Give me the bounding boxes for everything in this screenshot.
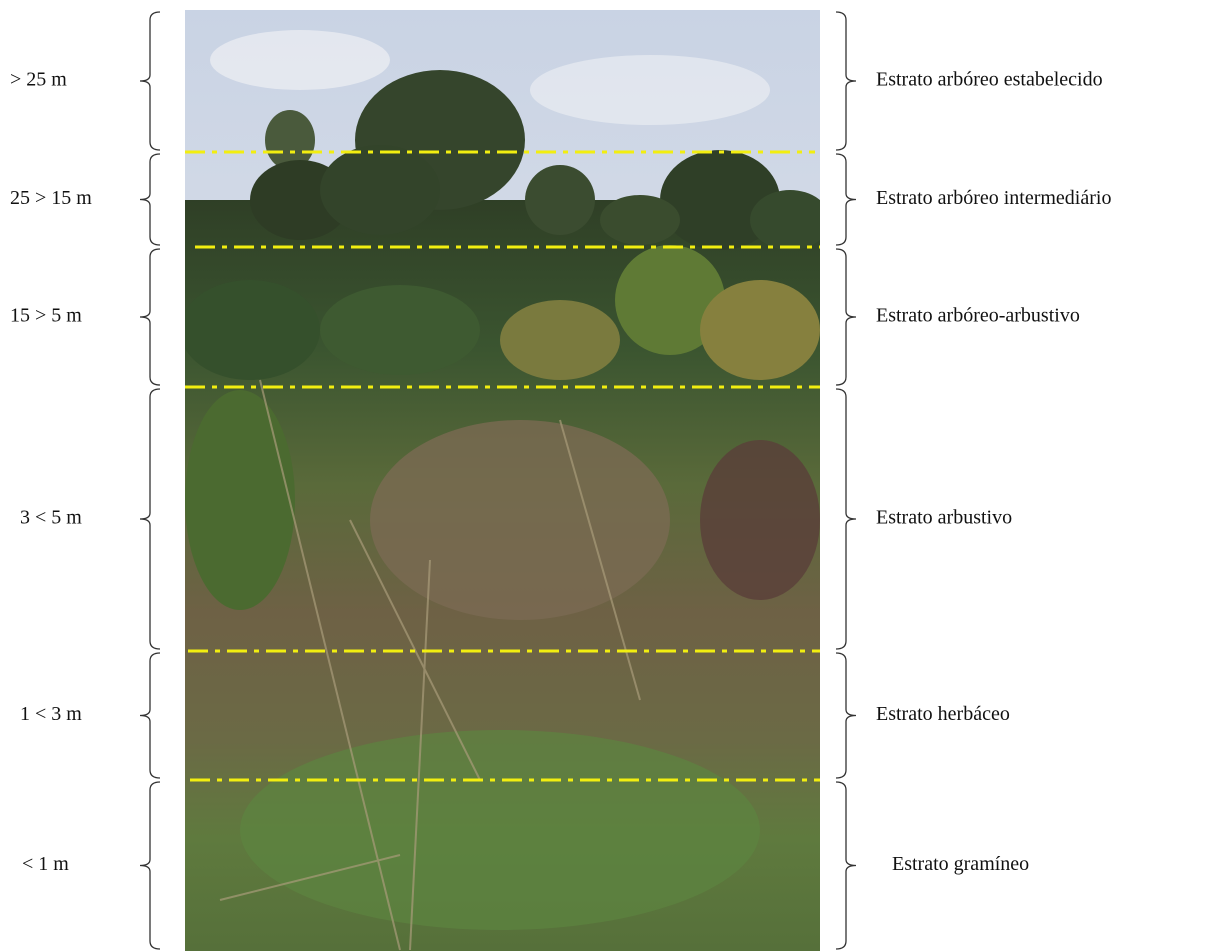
right-brace [836, 389, 856, 649]
left-brace [140, 389, 160, 649]
right-brace [836, 653, 856, 778]
stratum-height: < 1 m [22, 853, 69, 875]
stratum-name: Estrato arbóreo-arbustivo [876, 305, 1080, 327]
left-brace [140, 782, 160, 949]
left-brace [140, 154, 160, 245]
left-brace [140, 653, 160, 778]
left-brace [140, 12, 160, 150]
stratum-height: 15 > 5 m [10, 305, 82, 327]
stratum-name: Estrato arbóreo estabelecido [876, 69, 1103, 91]
right-brace [836, 782, 856, 949]
stratum-height: 3 < 5 m [20, 507, 82, 529]
left-brace [140, 249, 160, 385]
stratum-height: > 25 m [10, 69, 67, 91]
right-brace [836, 12, 856, 150]
stratum-name: Estrato gramíneo [892, 853, 1029, 875]
stratum-height: 25 > 15 m [10, 187, 92, 209]
right-brace [836, 249, 856, 385]
stratum-name: Estrato arbustivo [876, 507, 1012, 529]
right-brace [836, 154, 856, 245]
diagram: > 25 m Estrato arbóreo estabelecido 25 > 1… [0, 0, 1216, 951]
stratum-name: Estrato herbáceo [876, 703, 1010, 725]
stratum-name: Estrato arbóreo intermediário [876, 187, 1111, 209]
stratum-height: 1 < 3 m [20, 703, 82, 725]
